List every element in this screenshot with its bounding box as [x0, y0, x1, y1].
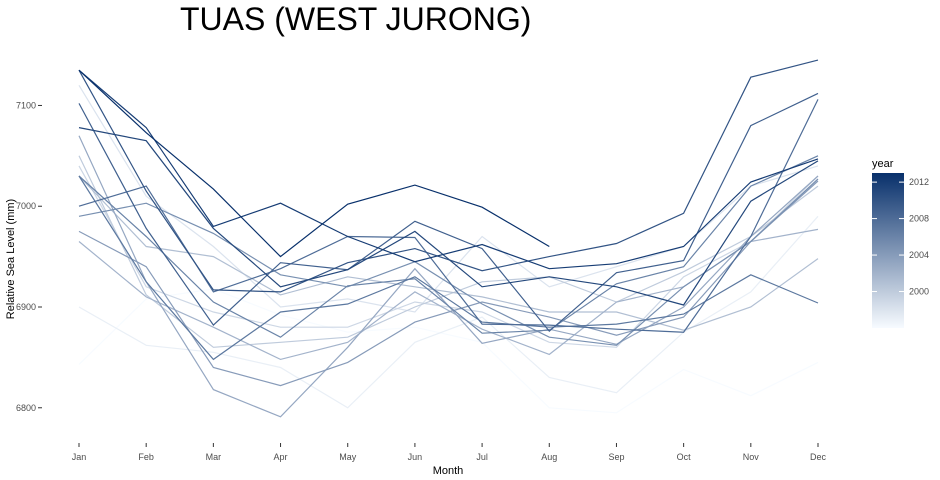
- x-tick-label-sep: Sep: [608, 452, 624, 462]
- legend-label-2000: 2000: [909, 287, 929, 297]
- chart-title: TUAS (WEST JURONG): [180, 1, 531, 37]
- x-axis-title: Month: [433, 465, 464, 477]
- x-tick-label-jul: Jul: [476, 452, 488, 462]
- y-tick-label-6800: 6800: [16, 403, 36, 413]
- y-tick-label-7100: 7100: [16, 100, 36, 110]
- series-line-2010: [78, 59, 819, 293]
- y-tick-label-6900: 6900: [16, 302, 36, 312]
- series-line-2011: [78, 127, 819, 306]
- series-line-2013: [78, 69, 550, 258]
- series-line-2006: [78, 155, 819, 338]
- x-tick-label-nov: Nov: [743, 452, 760, 462]
- legend-label-2004: 2004: [909, 250, 929, 260]
- series-line-2012: [78, 69, 819, 270]
- y-axis-title: Relative Sea Level (mm): [5, 199, 17, 319]
- y-tick-label-7000: 7000: [16, 201, 36, 211]
- series-line-2005: [78, 178, 819, 346]
- x-tick-label-jun: Jun: [408, 452, 423, 462]
- series-lines: [78, 59, 819, 418]
- x-tick-label-feb: Feb: [138, 452, 154, 462]
- legend-label-2008: 2008: [909, 214, 929, 224]
- y-axis: 6800 6900 7000 7100: [16, 100, 42, 413]
- x-tick-label-jan: Jan: [72, 452, 87, 462]
- x-tick-label-mar: Mar: [206, 452, 222, 462]
- legend-colorbar: [872, 173, 904, 328]
- x-tick-label-dec: Dec: [810, 452, 827, 462]
- series-line-2003: [78, 135, 819, 418]
- color-legend: year 2000 2004 2008 2012: [872, 158, 929, 328]
- x-tick-label-aug: Aug: [541, 452, 557, 462]
- x-tick-label-apr: Apr: [274, 452, 288, 462]
- series-line-1999: [78, 165, 819, 348]
- series-line-2009: [78, 92, 819, 333]
- series-line-2001: [78, 175, 819, 331]
- series-line-2000: [78, 155, 819, 348]
- series-line-2008: [78, 99, 819, 333]
- series-line-2004: [78, 180, 819, 387]
- legend-label-2012: 2012: [909, 177, 929, 187]
- x-axis: Jan Feb Mar Apr May Jun Jul Aug Sep Oct Nov Dec: [72, 443, 827, 462]
- legend-ticks: 2000 2004 2008 2012: [872, 177, 929, 297]
- x-tick-label-may: May: [339, 452, 357, 462]
- series-line-2007: [78, 175, 819, 361]
- x-tick-label-oct: Oct: [677, 452, 692, 462]
- legend-title: year: [872, 158, 894, 170]
